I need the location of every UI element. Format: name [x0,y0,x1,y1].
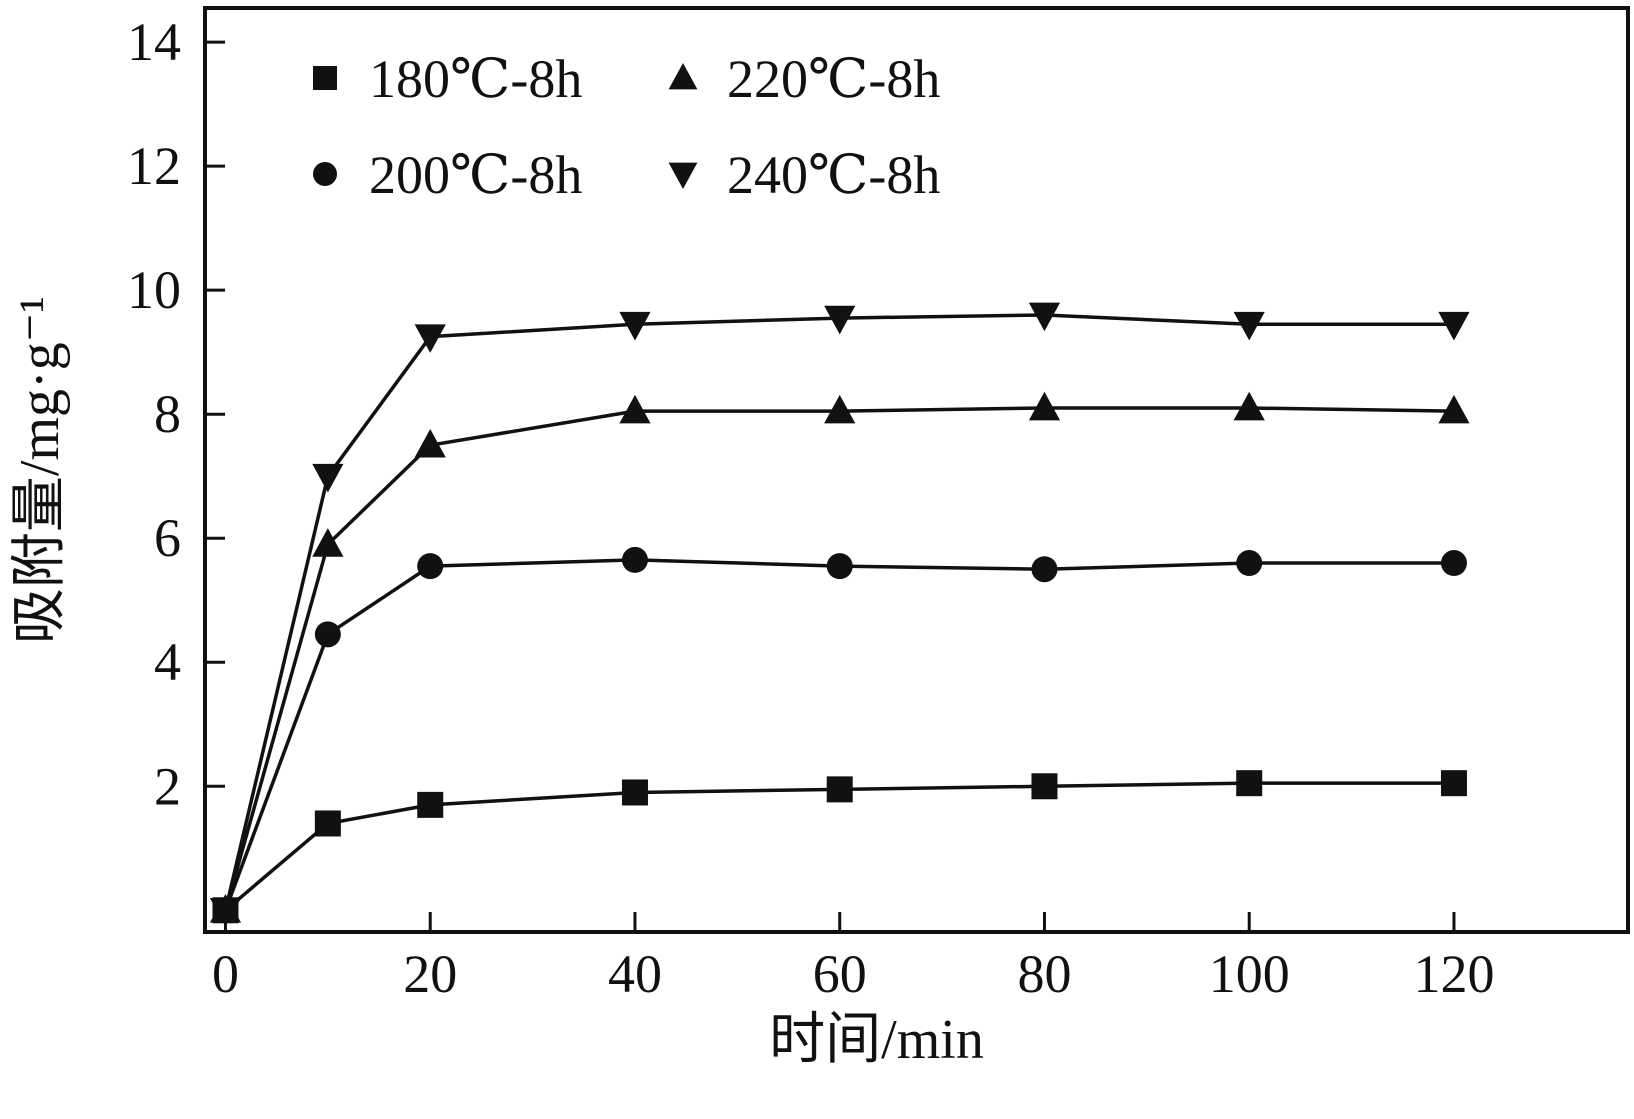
legend-label-240℃-8h: 240℃-8h [727,145,940,205]
square-marker-180℃-8h [314,810,341,837]
x-tick-label: 20 [403,944,457,1004]
triangle-up-marker-legend-220℃-8h [668,63,698,90]
triangle-up-marker-220℃-8h [312,528,344,557]
triangle-up-marker-220℃-8h [824,394,856,424]
y-axis-label: 吸附量/mg·g⁻¹ [9,296,71,644]
square-marker-180℃-8h [1236,770,1263,797]
triangle-down-marker-240℃-8h [312,463,344,493]
triangle-up-marker-220℃-8h [1028,391,1061,421]
square-marker-180℃-8h [826,776,853,803]
square-marker-legend-180℃-8h [313,66,337,90]
triangle-down-marker-240℃-8h [1233,311,1265,341]
legend-label-220℃-8h: 220℃-8h [727,49,940,109]
circle-marker-200℃-8h [1440,550,1467,577]
legend-label-200℃-8h: 200℃-8h [369,145,582,205]
x-tick-label: 60 [813,944,867,1004]
plot-frame [203,6,1630,934]
y-tick-label: 2 [154,756,181,816]
triangle-up-marker-220℃-8h [414,428,446,458]
series-line-200℃-8h [223,558,1454,911]
triangle-up-marker-220℃-8h [1233,391,1265,421]
y-tick-label: 12 [127,136,181,196]
circle-marker-200℃-8h [621,546,648,573]
y-tick-label: 10 [127,260,181,320]
y-tick-label: 4 [154,632,181,692]
circle-marker-200℃-8h [1031,556,1058,583]
triangle-down-marker-240℃-8h [824,305,856,335]
x-tick-label: 80 [1017,944,1071,1004]
x-tick-label: 100 [1209,944,1290,1004]
x-tick-label: 40 [608,944,662,1004]
triangle-down-marker-legend-240℃-8h [668,162,698,189]
series-line-240℃-8h [223,313,1454,911]
square-marker-180℃-8h [417,791,444,818]
circle-marker-200℃-8h [826,553,853,580]
triangle-down-marker-240℃-8h [209,897,242,927]
x-tick-label: 120 [1413,944,1494,1004]
x-tick-label: 0 [212,944,239,1004]
y-tick-label: 8 [154,384,181,444]
triangle-up-marker-220℃-8h [619,394,651,424]
y-tick-label: 6 [154,508,181,568]
square-marker-180℃-8h [1440,770,1467,797]
circle-marker-200℃-8h [417,553,444,580]
series-line-180℃-8h [224,781,1454,912]
square-marker-180℃-8h [621,779,648,806]
triangle-down-marker-240℃-8h [414,324,446,353]
circle-marker-200℃-8h [1236,550,1263,577]
triangle-down-marker-240℃-8h [1028,302,1061,332]
y-tick-label: 14 [127,12,181,72]
triangle-down-marker-240℃-8h [1438,311,1470,341]
triangle-down-marker-240℃-8h [619,311,651,341]
circle-marker-legend-200℃-8h [313,162,337,186]
x-axis-label: 时间/min [769,1009,984,1071]
series-line-220℃-8h [223,406,1454,911]
circle-marker-200℃-8h [314,621,341,648]
legend-label-180℃-8h: 180℃-8h [369,49,582,109]
square-marker-180℃-8h [1031,773,1058,800]
triangle-up-marker-220℃-8h [1438,394,1470,424]
